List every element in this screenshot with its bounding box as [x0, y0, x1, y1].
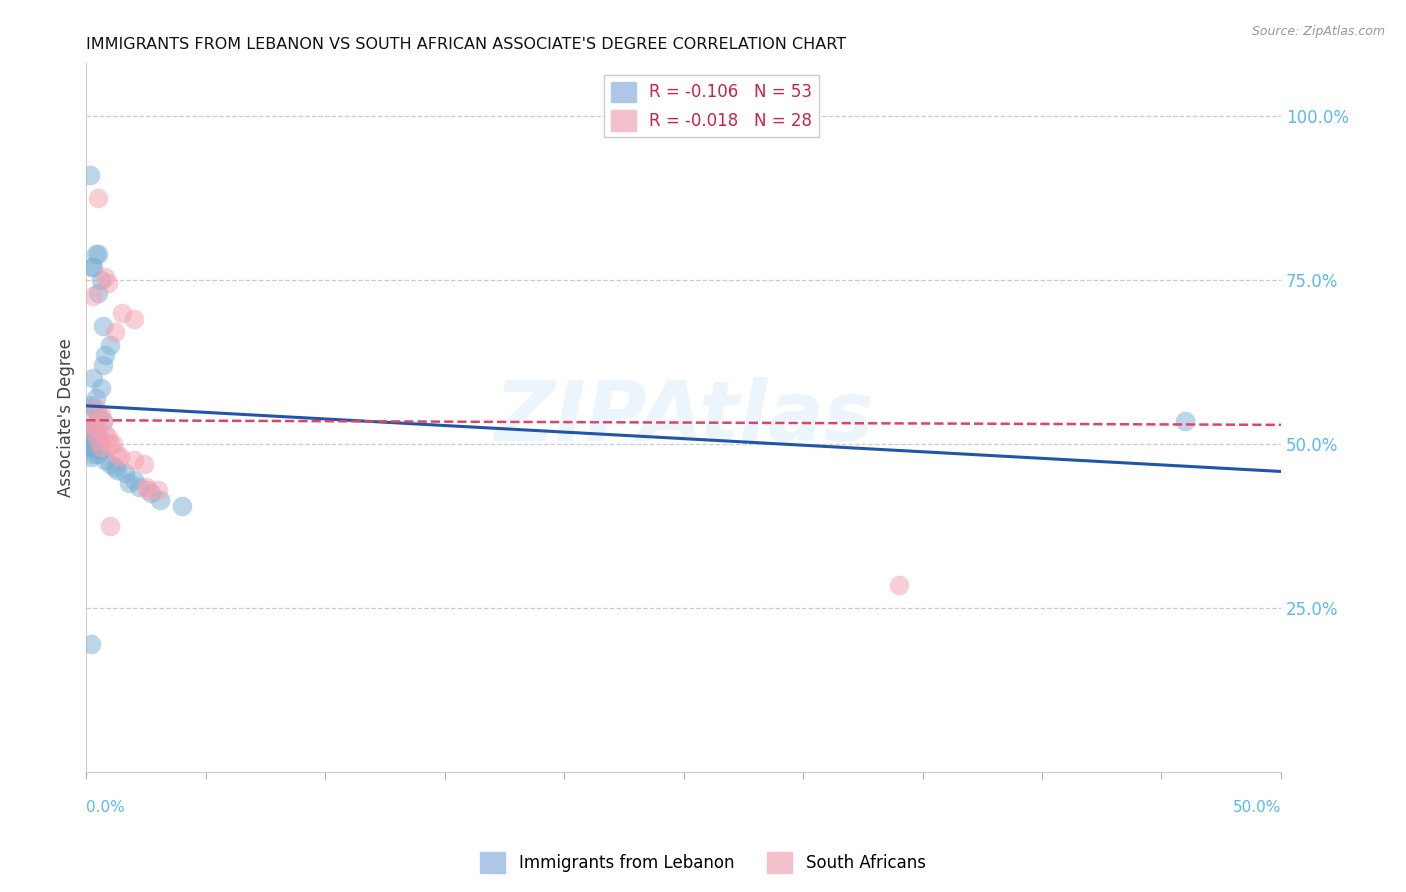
Point — [82, 289, 104, 303]
Point — [122, 453, 145, 467]
Text: IMMIGRANTS FROM LEBANON VS SOUTH AFRICAN ASSOCIATE'S DEGREE CORRELATION CHART: IMMIGRANTS FROM LEBANON VS SOUTH AFRICAN… — [86, 37, 846, 53]
Point — [90, 408, 112, 422]
Point — [118, 476, 141, 491]
Point — [887, 578, 910, 592]
Point — [87, 447, 110, 461]
Point — [101, 437, 124, 451]
Point — [80, 417, 103, 432]
Point — [84, 430, 107, 444]
Point — [84, 437, 107, 451]
Point — [87, 434, 110, 448]
Point — [82, 260, 104, 274]
Text: Source: ZipAtlas.com: Source: ZipAtlas.com — [1251, 25, 1385, 38]
Point — [77, 440, 100, 454]
Point — [139, 486, 162, 500]
Point — [1174, 414, 1197, 428]
Point — [108, 450, 131, 464]
Point — [87, 408, 110, 422]
Point — [80, 450, 103, 464]
Point — [98, 338, 121, 352]
Point — [94, 453, 117, 467]
Point — [84, 427, 107, 442]
Point — [104, 326, 127, 340]
Point — [104, 459, 127, 474]
Point — [91, 414, 114, 428]
Point — [90, 273, 112, 287]
Text: ZIPAtlas: ZIPAtlas — [494, 377, 873, 458]
Point — [90, 440, 112, 454]
Point — [80, 437, 103, 451]
Point — [82, 440, 104, 454]
Point — [170, 500, 193, 514]
Point — [82, 260, 104, 274]
Point — [87, 285, 110, 300]
Point — [138, 483, 160, 497]
Point — [87, 427, 110, 442]
Point — [98, 437, 121, 451]
Point — [84, 420, 107, 434]
Point — [122, 312, 145, 326]
Point — [91, 318, 114, 333]
Point — [79, 168, 101, 182]
Point — [149, 492, 172, 507]
Point — [94, 269, 117, 284]
Point — [91, 358, 114, 372]
Point — [98, 457, 121, 471]
Point — [82, 437, 104, 451]
Point — [80, 434, 103, 448]
Legend: R = -0.106   N = 53, R = -0.018   N = 28: R = -0.106 N = 53, R = -0.018 N = 28 — [605, 75, 818, 137]
Point — [122, 473, 145, 487]
Legend: Immigrants from Lebanon, South Africans: Immigrants from Lebanon, South Africans — [474, 846, 932, 880]
Point — [82, 424, 104, 438]
Point — [90, 443, 112, 458]
Point — [146, 483, 169, 497]
Point — [97, 430, 120, 444]
Point — [80, 420, 103, 434]
Point — [82, 401, 104, 415]
Point — [105, 463, 128, 477]
Point — [77, 437, 100, 451]
Point — [80, 440, 103, 454]
Point — [87, 191, 110, 205]
Y-axis label: Associate's Degree: Associate's Degree — [58, 338, 75, 497]
Point — [132, 457, 155, 471]
Text: 50.0%: 50.0% — [1233, 800, 1281, 815]
Point — [84, 401, 107, 415]
Point — [128, 479, 150, 493]
Point — [91, 414, 114, 428]
Point — [87, 246, 110, 260]
Point — [135, 479, 157, 493]
Point — [82, 371, 104, 385]
Point — [98, 519, 121, 533]
Point — [84, 246, 107, 260]
Point — [79, 424, 101, 438]
Point — [97, 276, 120, 290]
Point — [111, 305, 134, 319]
Point — [79, 430, 101, 444]
Point — [94, 348, 117, 362]
Point — [90, 381, 112, 395]
Point — [114, 467, 136, 481]
Point — [80, 430, 103, 444]
Point — [82, 424, 104, 438]
Point — [82, 447, 104, 461]
Point — [76, 434, 98, 448]
Point — [105, 447, 128, 461]
Point — [80, 397, 103, 411]
Point — [94, 427, 117, 442]
Point — [82, 430, 104, 444]
Point — [84, 391, 107, 405]
Text: 0.0%: 0.0% — [86, 800, 125, 815]
Point — [80, 637, 103, 651]
